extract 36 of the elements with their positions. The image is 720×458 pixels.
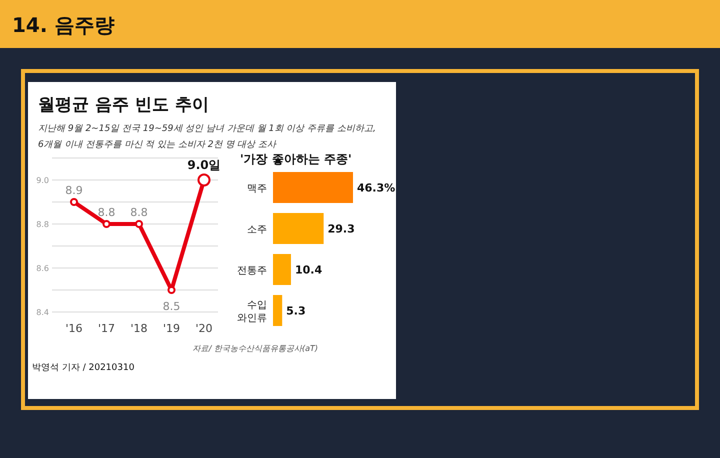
y-tick-label: 9.0 xyxy=(36,176,49,185)
point xyxy=(70,198,78,206)
point xyxy=(168,286,176,294)
y-tick-label: 8.8 xyxy=(36,220,49,229)
bar xyxy=(273,295,282,326)
y-tick-label: 8.4 xyxy=(36,308,49,317)
bar xyxy=(273,254,291,285)
x-tick-label: '17 xyxy=(98,322,116,335)
data-label: 10.4 xyxy=(294,264,322,276)
bar xyxy=(273,213,324,244)
data-label: 5.3 xyxy=(286,304,306,318)
data-label: 8.5 xyxy=(162,300,180,313)
x-tick-label: '19 xyxy=(162,322,180,335)
x-tick-label: '20 xyxy=(195,322,213,335)
x-tick-label: '18 xyxy=(130,322,148,335)
y-tick-label: 소주 xyxy=(247,224,267,236)
data-label: 9.0일 xyxy=(187,158,221,172)
data-label: 8.9 xyxy=(65,184,83,197)
data-label: 8.8 xyxy=(98,206,116,219)
chart-title: 월평균 음주 빈도 추이 xyxy=(38,95,209,115)
y-tick-label: 8.6 xyxy=(36,264,49,273)
point xyxy=(102,220,110,228)
chart-subtitle: 지난해 9월 2~15일 전국 19~59세 성인 남녀 가운데 월 1회 이상 주류를 소비하고, 6개월 이내 전통주를 마신 적 있는 소비자 2천 명 대상 조사 xyxy=(38,124,376,150)
text: 박영석 기자 / 20210310 xyxy=(32,363,135,373)
data-label: 46.3% xyxy=(357,182,396,194)
point xyxy=(135,220,143,228)
text: 14. 음주량 xyxy=(12,13,114,37)
bar xyxy=(273,172,353,203)
y-tick-label: 맥주 xyxy=(247,184,267,194)
y-tick-label: 수입 와인류 xyxy=(237,300,267,324)
data-label: 29.3 xyxy=(328,222,355,236)
y-tick-label: 전통주 xyxy=(237,266,267,276)
x-tick-label: '16 xyxy=(65,322,83,335)
text: 자료/ 한국농수산식품유통공사(aT) xyxy=(192,344,318,353)
data-label: 8.8 xyxy=(130,206,148,219)
chart-title: '가장 좋아하는 주종' xyxy=(240,152,352,166)
